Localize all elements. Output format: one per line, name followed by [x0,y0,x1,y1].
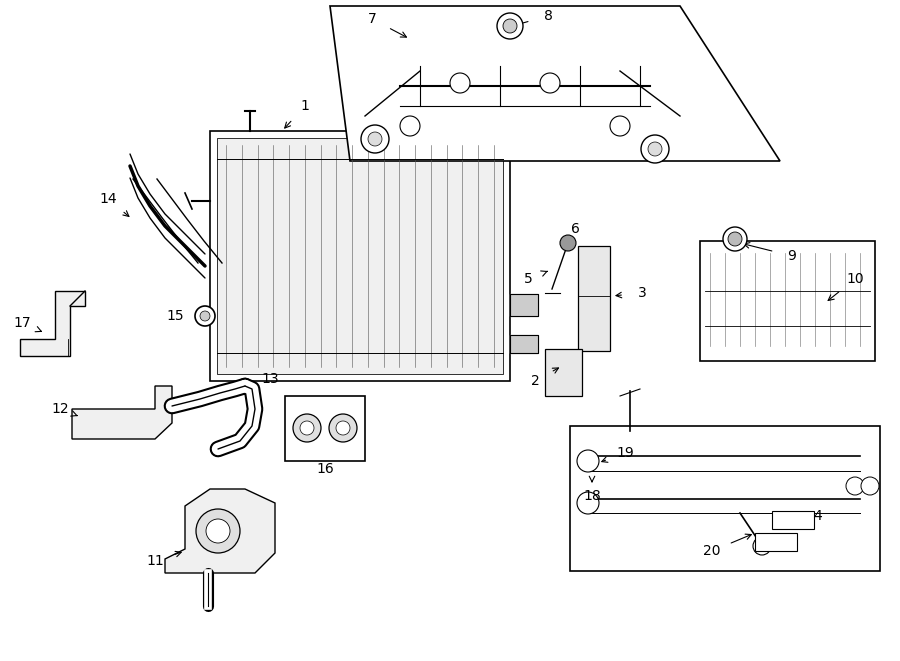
Polygon shape [545,349,582,396]
Text: 13: 13 [261,372,279,386]
FancyBboxPatch shape [700,241,875,361]
Circle shape [723,227,747,251]
Text: 11: 11 [146,554,164,568]
FancyBboxPatch shape [570,426,880,571]
Polygon shape [165,489,275,573]
Circle shape [503,19,517,33]
Text: 10: 10 [846,272,864,286]
Text: 9: 9 [788,249,796,263]
Text: 8: 8 [544,9,553,23]
Circle shape [641,135,669,163]
Text: 15: 15 [166,309,184,323]
Circle shape [450,73,470,93]
FancyBboxPatch shape [285,396,365,461]
Polygon shape [510,335,538,353]
Text: 6: 6 [571,222,580,236]
Text: 1: 1 [301,99,310,113]
Circle shape [200,311,210,321]
Text: 7: 7 [367,12,376,26]
Text: 17: 17 [14,316,31,330]
Polygon shape [510,294,538,316]
Circle shape [206,519,230,543]
FancyBboxPatch shape [772,511,814,529]
Circle shape [196,509,240,553]
Circle shape [577,492,599,514]
Text: 4: 4 [814,509,823,523]
Circle shape [728,232,742,246]
Polygon shape [72,386,172,439]
FancyBboxPatch shape [755,533,797,551]
Polygon shape [330,6,780,161]
FancyBboxPatch shape [210,131,510,381]
Circle shape [300,421,314,435]
Circle shape [861,477,879,495]
Circle shape [846,477,864,495]
Text: 18: 18 [583,489,601,503]
Circle shape [195,306,215,326]
Text: 12: 12 [51,402,68,416]
Text: 16: 16 [316,462,334,476]
Text: 20: 20 [703,544,721,558]
Circle shape [336,421,350,435]
Circle shape [497,13,523,39]
FancyBboxPatch shape [217,138,503,374]
Polygon shape [20,291,85,356]
Polygon shape [578,246,610,351]
Text: 19: 19 [616,446,634,460]
Text: 5: 5 [524,272,533,286]
Circle shape [610,116,630,136]
Circle shape [560,235,576,251]
Text: 14: 14 [99,192,117,206]
Circle shape [293,414,321,442]
Circle shape [753,537,771,555]
Circle shape [400,116,420,136]
Circle shape [577,450,599,472]
Circle shape [329,414,357,442]
Circle shape [540,73,560,93]
Circle shape [368,132,382,146]
Text: 3: 3 [637,286,646,300]
Text: 2: 2 [531,374,539,388]
Circle shape [361,125,389,153]
Circle shape [648,142,662,156]
